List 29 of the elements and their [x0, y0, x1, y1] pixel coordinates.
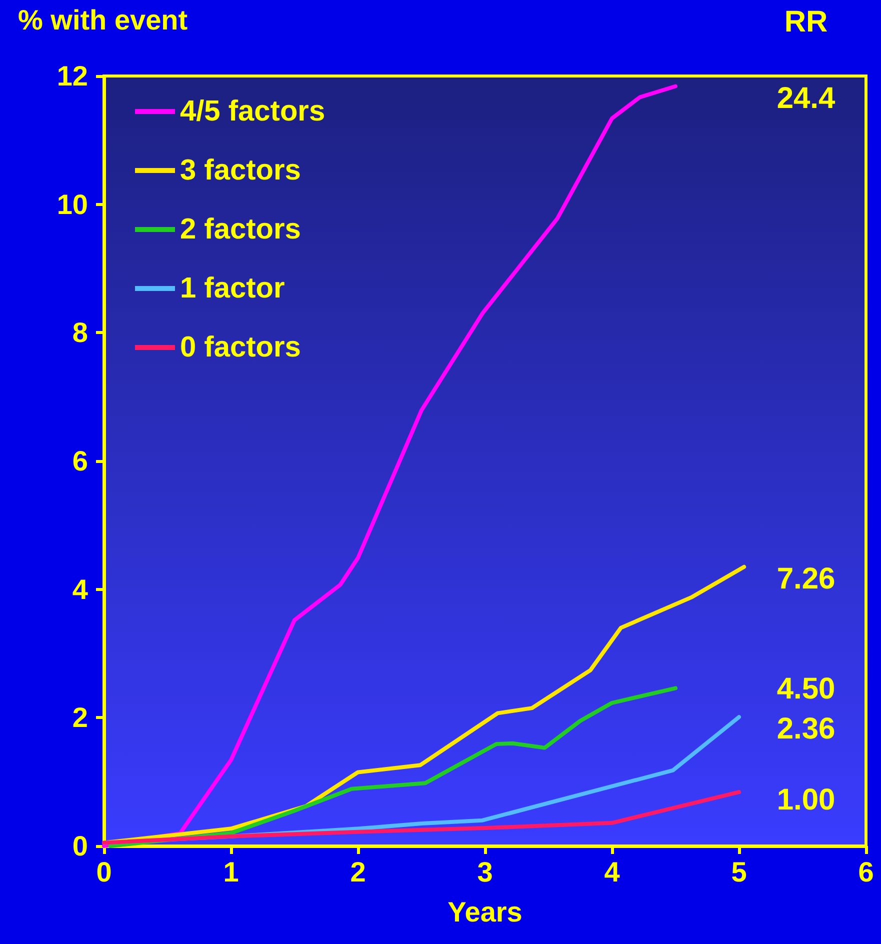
legend-label: 1 factor: [180, 272, 285, 304]
legend-label: 3 factors: [180, 154, 301, 186]
x-tick-label: 2: [350, 856, 366, 888]
legend-label: 4/5 factors: [180, 96, 326, 128]
line-series: [102, 790, 741, 845]
annotation: 7.26: [776, 562, 836, 596]
annotation: 24.4: [776, 82, 836, 115]
y-tick-label: 8: [72, 317, 88, 348]
x-tick-label: 5: [731, 856, 747, 888]
annotation: 4.50: [776, 672, 836, 706]
x-tick-label: 6: [858, 856, 874, 888]
x-tick-label: 3: [477, 856, 493, 888]
annotation: 2.36: [776, 712, 836, 746]
y-tick-label: 0: [72, 830, 88, 862]
line-series: [102, 84, 678, 848]
x-tick-label: 0: [96, 856, 112, 888]
legend-label: 2 factors: [180, 214, 301, 246]
legend-label: 0 factors: [180, 332, 301, 364]
y-tick-label: 4: [72, 574, 88, 605]
y-tick-label: 2: [72, 702, 88, 734]
y-tick-label: 10: [56, 188, 88, 220]
y-tick-label: 6: [72, 446, 88, 476]
y-axis-title: % with event: [18, 4, 188, 36]
annotation: 1.00: [776, 784, 836, 816]
x-axis-title: Years: [448, 896, 522, 928]
text: RR: [784, 6, 828, 38]
y-tick-label: 12: [56, 60, 88, 92]
x-tick-label: 4: [604, 856, 620, 888]
x-tick-label: 1: [223, 856, 239, 888]
